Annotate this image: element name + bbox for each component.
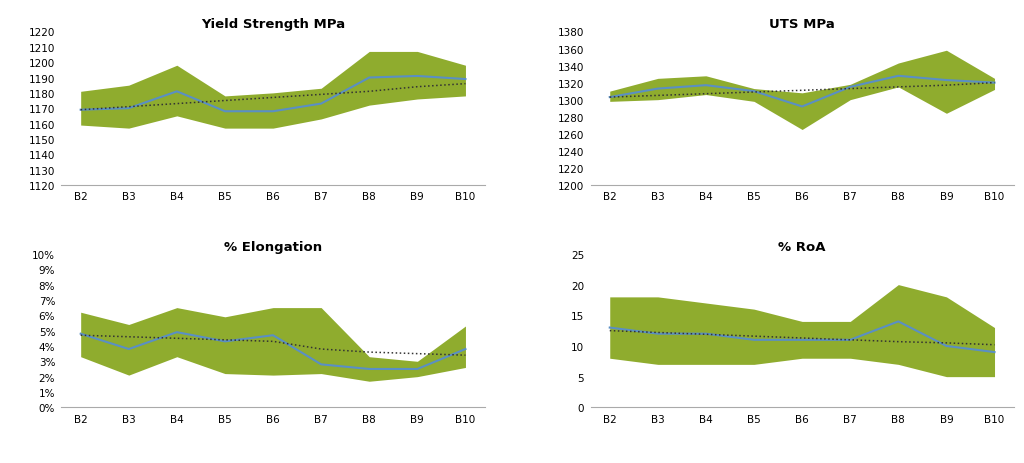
Title: % Elongation: % Elongation — [224, 240, 323, 253]
Title: % RoA: % RoA — [778, 240, 826, 253]
Title: UTS MPa: UTS MPa — [769, 18, 835, 31]
Title: Yield Strength MPa: Yield Strength MPa — [201, 18, 345, 31]
